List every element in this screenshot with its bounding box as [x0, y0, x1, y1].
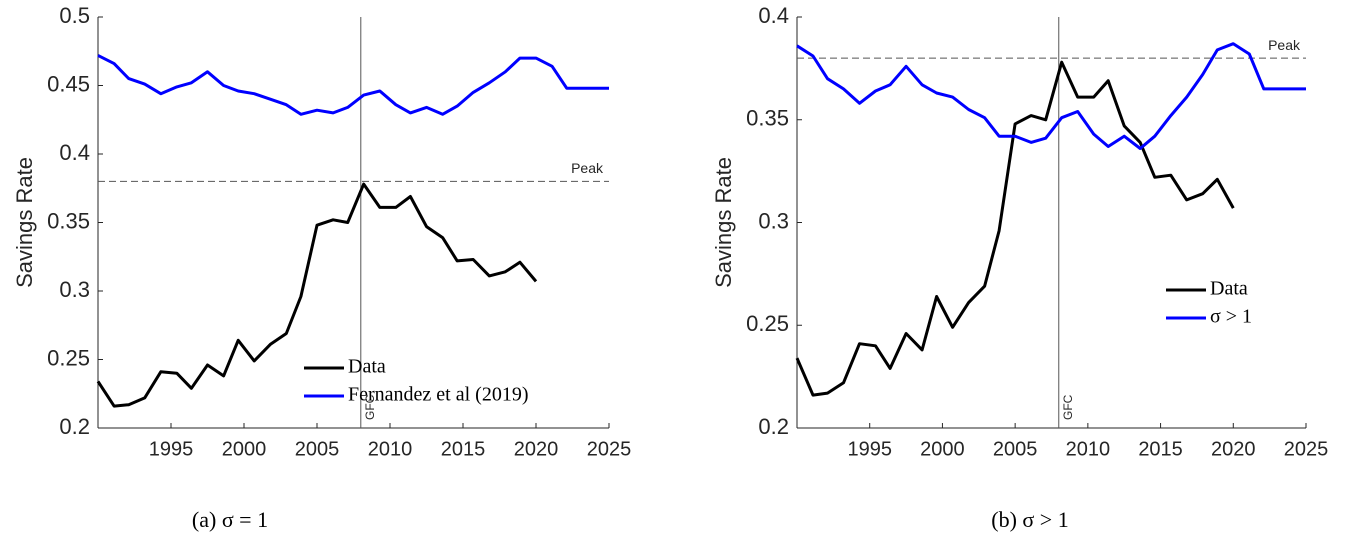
- reference-label: Peak: [1268, 37, 1301, 53]
- x-tick-label: 2010: [368, 438, 413, 460]
- series-line: [796, 42, 1306, 150]
- caption: (a) σ = 1: [192, 507, 268, 532]
- x-tick-label: 2000: [920, 438, 965, 460]
- legend-label: Data: [1210, 278, 1248, 300]
- x-tick-label: 2020: [514, 438, 559, 460]
- y-tick-label: 0.2: [758, 414, 789, 439]
- x-tick-label: 1995: [149, 438, 194, 460]
- y-axis-label: Savings Rate: [12, 157, 37, 288]
- series-line: [795, 60, 1235, 397]
- reference-label: GFC: [1061, 394, 1075, 420]
- x-tick-label: 2015: [441, 438, 486, 460]
- x-tick-label: 2025: [587, 438, 632, 460]
- x-tick-label: 1995: [847, 438, 892, 460]
- y-tick-label: 0.4: [758, 3, 789, 28]
- y-tick-label: 0.4: [59, 140, 90, 165]
- y-tick-label: 0.5: [59, 3, 90, 28]
- x-tick-label: 2005: [295, 438, 340, 460]
- y-tick-label: 0.35: [47, 208, 90, 233]
- x-tick-label: 2025: [1284, 438, 1329, 460]
- x-tick-label: 2015: [1138, 438, 1183, 460]
- y-axis-label: Savings Rate: [711, 157, 736, 288]
- chart-panel: 0.2 0.25 0.3 0.35 0.4 0.45 0.5 1995 2000 2005 2010…: [12, 3, 631, 532]
- y-tick-label: 0.35: [746, 106, 789, 131]
- x-tick-label: 2020: [1211, 438, 1256, 460]
- y-tick-label: 0.3: [758, 208, 789, 233]
- x-tick-label: 2010: [1066, 438, 1111, 460]
- y-tick-label: 0.3: [59, 277, 90, 302]
- x-tick-label: 2000: [222, 438, 267, 460]
- y-tick-label: 0.2: [59, 414, 90, 439]
- chart-panel: 0.2 0.25 0.3 0.35 0.4 1995 2000 2005 2010 2015 202…: [711, 3, 1328, 532]
- x-tick-label: 2005: [993, 438, 1038, 460]
- series-line: [97, 54, 609, 116]
- series-line: [96, 182, 538, 408]
- caption: (b) σ > 1: [991, 507, 1068, 532]
- legend-label: Data: [348, 356, 386, 378]
- y-tick-label: 0.25: [47, 345, 90, 370]
- legend-label: σ > 1: [1210, 306, 1252, 328]
- reference-label: GFC: [363, 394, 377, 420]
- y-tick-label: 0.45: [47, 71, 90, 96]
- legend-label: Fernandez et al (2019): [348, 384, 528, 406]
- reference-label: Peak: [571, 160, 604, 176]
- y-tick-label: 0.25: [746, 311, 789, 336]
